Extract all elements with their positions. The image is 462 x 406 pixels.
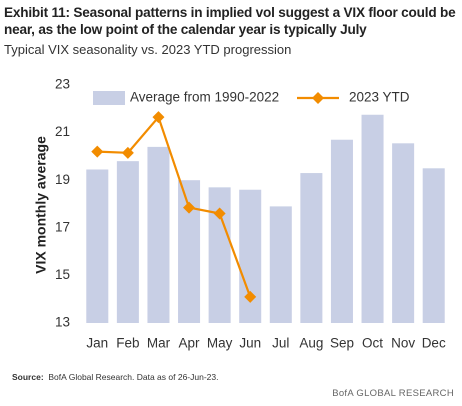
footer: BofA GLOBAL RESEARCH	[332, 388, 454, 399]
bar	[361, 114, 384, 323]
bar	[239, 189, 262, 323]
line-marker	[244, 290, 257, 303]
y-tick-label: 13	[55, 315, 70, 330]
chart: VIX monthly average 13 15 17 19 21 23 Jan Feb Ma…	[33, 77, 446, 351]
line-marker	[213, 207, 226, 220]
chart-subtitle: Typical VIX seasonality vs. 2023 YTD pro…	[4, 42, 292, 57]
bar	[116, 161, 139, 323]
line-marker	[91, 145, 104, 158]
x-tick-label: Mar	[147, 336, 171, 351]
legend-swatch-marker	[312, 92, 324, 104]
bar	[392, 143, 415, 323]
x-tick-label: Oct	[362, 336, 383, 351]
y-tick-label: 23	[55, 77, 70, 92]
bar	[208, 187, 231, 323]
y-tick-label: 21	[55, 124, 70, 139]
legend-swatch	[93, 91, 125, 105]
x-tick-label: May	[207, 336, 233, 351]
source-label: Source:	[12, 372, 44, 382]
line-marker	[152, 111, 165, 124]
y-tick-label: 19	[55, 172, 70, 187]
source: Source: BofA Global Research. Data as of…	[12, 372, 219, 382]
y-tick-label: 15	[55, 267, 70, 282]
bar	[269, 206, 292, 323]
y-tick-label: 17	[55, 219, 70, 234]
bar	[300, 173, 323, 323]
source-text: BofA Global Research. Data as of 26-Jun-…	[48, 372, 219, 382]
y-axis-label: VIX monthly average	[33, 136, 49, 274]
bar	[178, 180, 201, 323]
x-tick-label: Apr	[179, 336, 201, 351]
x-tick-label: Aug	[299, 336, 323, 351]
line-marker	[121, 146, 134, 159]
x-tick-label: Sep	[330, 336, 354, 351]
chart-title: Exhibit 11: Seasonal patterns in implied…	[4, 5, 456, 37]
legend-label: Average from 1990-2022	[130, 90, 279, 105]
x-tick-label: Feb	[116, 336, 139, 351]
x-tick-label: Jan	[86, 336, 108, 351]
bar	[422, 168, 445, 323]
x-tick-label: Jul	[272, 336, 289, 351]
bar	[86, 169, 109, 323]
line-marker	[183, 201, 196, 214]
x-tick-label: Jun	[239, 336, 261, 351]
bar	[147, 146, 170, 323]
legend-label: 2023 YTD	[349, 90, 410, 105]
x-tick-label: Dec	[422, 336, 446, 351]
bar	[330, 139, 353, 323]
x-tick-label: Nov	[391, 336, 415, 351]
